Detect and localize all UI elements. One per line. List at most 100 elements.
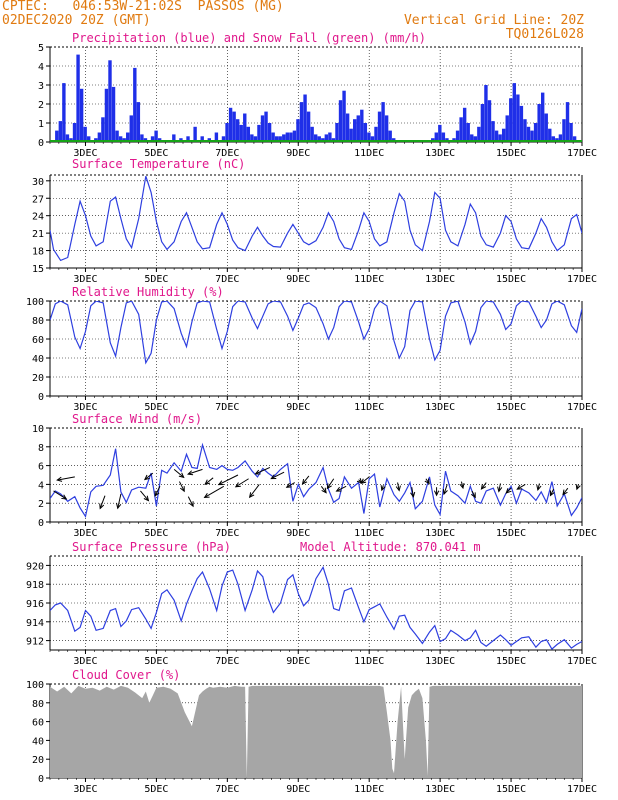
precip-bar <box>548 128 552 142</box>
precip-bar <box>384 115 389 142</box>
wind-arrow-head <box>480 483 487 490</box>
x-tick-label: 3DEC <box>73 148 97 159</box>
wind-arrow-head <box>248 492 255 499</box>
precip-bar <box>289 132 293 142</box>
wind-arrow <box>204 485 225 498</box>
precip-bar <box>310 126 314 142</box>
wind-arrow-head <box>204 479 211 485</box>
precip-bar <box>133 67 137 142</box>
y-tick-label: 100 <box>26 680 44 691</box>
precip-bar <box>104 88 109 142</box>
precip-bar <box>381 102 385 142</box>
wind-arrow <box>187 496 194 507</box>
x-tick-label: 5DEC <box>144 656 168 667</box>
x-tick-label: 13DEC <box>425 274 455 285</box>
precip-bar <box>565 102 570 142</box>
x-tick-label: 9DEC <box>286 528 310 539</box>
precip-bar <box>498 134 502 142</box>
y-tick-label: 20 <box>32 373 44 384</box>
precip-bar <box>314 134 318 142</box>
y-tick-label: 6 <box>38 462 44 473</box>
wind-arrow <box>320 485 327 493</box>
x-tick-label: 3DEC <box>73 528 97 539</box>
precip-bar <box>487 100 492 142</box>
x-tick-label: 9DEC <box>286 148 310 159</box>
x-tick-label: 5DEC <box>144 274 168 285</box>
wind-arrow-head <box>433 490 440 497</box>
y-tick-label: 0 <box>38 392 44 403</box>
x-tick-label: 5DEC <box>144 148 168 159</box>
x-tick-label: 15DEC <box>496 656 526 667</box>
wind-arrow-head <box>56 476 63 482</box>
wind-arrow-head <box>234 482 241 488</box>
precip-bar <box>324 134 329 142</box>
precip-bar <box>377 111 382 142</box>
precip-bar <box>338 100 343 142</box>
y-tick-label: 916 <box>26 599 44 610</box>
precip-bar <box>136 102 141 142</box>
wind-arrow-head <box>61 494 68 500</box>
precip-bar <box>558 134 563 142</box>
x-tick-label: 7DEC <box>215 402 239 413</box>
precip-bar <box>342 90 346 142</box>
x-tick-label: 7DEC <box>215 148 239 159</box>
precip-bar <box>264 111 268 142</box>
wind-arrow-head <box>178 472 185 479</box>
wind-arrow-head <box>410 491 416 498</box>
precip-bar <box>200 136 204 142</box>
x-tick-label: 7DEC <box>215 274 239 285</box>
wind-arrow-head <box>459 482 465 490</box>
precip-bar <box>530 130 534 142</box>
precip-bar <box>374 126 378 142</box>
wind-arrow <box>360 476 370 484</box>
cloud-cover-area <box>50 685 582 778</box>
precip-bar <box>101 117 105 142</box>
y-tick-label: 40 <box>32 354 44 365</box>
precip-bar <box>296 119 300 142</box>
precip-bar <box>221 136 226 142</box>
wind-arrow <box>179 481 185 492</box>
precip-bar <box>246 126 251 142</box>
y-tick-label: 5 <box>38 43 44 54</box>
panel-annotation: Model Altitude: 870.041 m <box>300 540 481 554</box>
x-tick-label: 5DEC <box>144 528 168 539</box>
wind-arrow-head <box>424 478 430 485</box>
series-line-wind <box>50 442 582 518</box>
wind-arrow <box>411 487 414 497</box>
precip-bar <box>232 111 236 142</box>
precip-bar <box>345 113 350 142</box>
wind-arrow-head <box>217 480 224 486</box>
x-tick-label: 11DEC <box>354 402 384 413</box>
precip-bar <box>172 134 176 142</box>
wind-arrow <box>144 472 154 480</box>
wind-arrow <box>397 482 400 491</box>
y-tick-label: 60 <box>32 718 44 729</box>
wind-arrow <box>516 483 526 490</box>
panel-body <box>50 176 582 262</box>
wind-arrow <box>481 482 487 490</box>
precip-bar <box>239 124 243 142</box>
wind-arrow-head <box>188 501 194 508</box>
x-tick-label: 15DEC <box>496 274 526 285</box>
x-tick-label: 17DEC <box>567 274 597 285</box>
precip-bar <box>193 126 197 142</box>
precip-bar <box>353 119 357 142</box>
precip-bar <box>55 130 59 142</box>
precip-bar <box>501 128 506 142</box>
wind-arrow-head <box>270 474 277 480</box>
precip-bar <box>278 136 282 142</box>
precip-bar <box>470 134 474 142</box>
panel-title-cloud_cover: Cloud Cover (%) <box>72 668 180 682</box>
precip-bar <box>434 132 438 142</box>
x-tick-label: 9DEC <box>286 402 310 413</box>
x-tick-label: 13DEC <box>425 528 455 539</box>
x-tick-label: 15DEC <box>496 784 526 795</box>
panel-title-humidity: Relative Humidity (%) <box>72 285 224 299</box>
precip-bar <box>455 130 460 142</box>
wind-arrow-head <box>116 503 122 510</box>
wind-arrow-head <box>395 485 401 492</box>
panel-wind: 0 2 4 6 8 10 3DEC 5DEC 7DEC 9DEC 11DEC 13DEC 15DEC 17… <box>32 412 597 539</box>
panel-body <box>50 54 582 142</box>
precip-bar <box>317 136 321 142</box>
